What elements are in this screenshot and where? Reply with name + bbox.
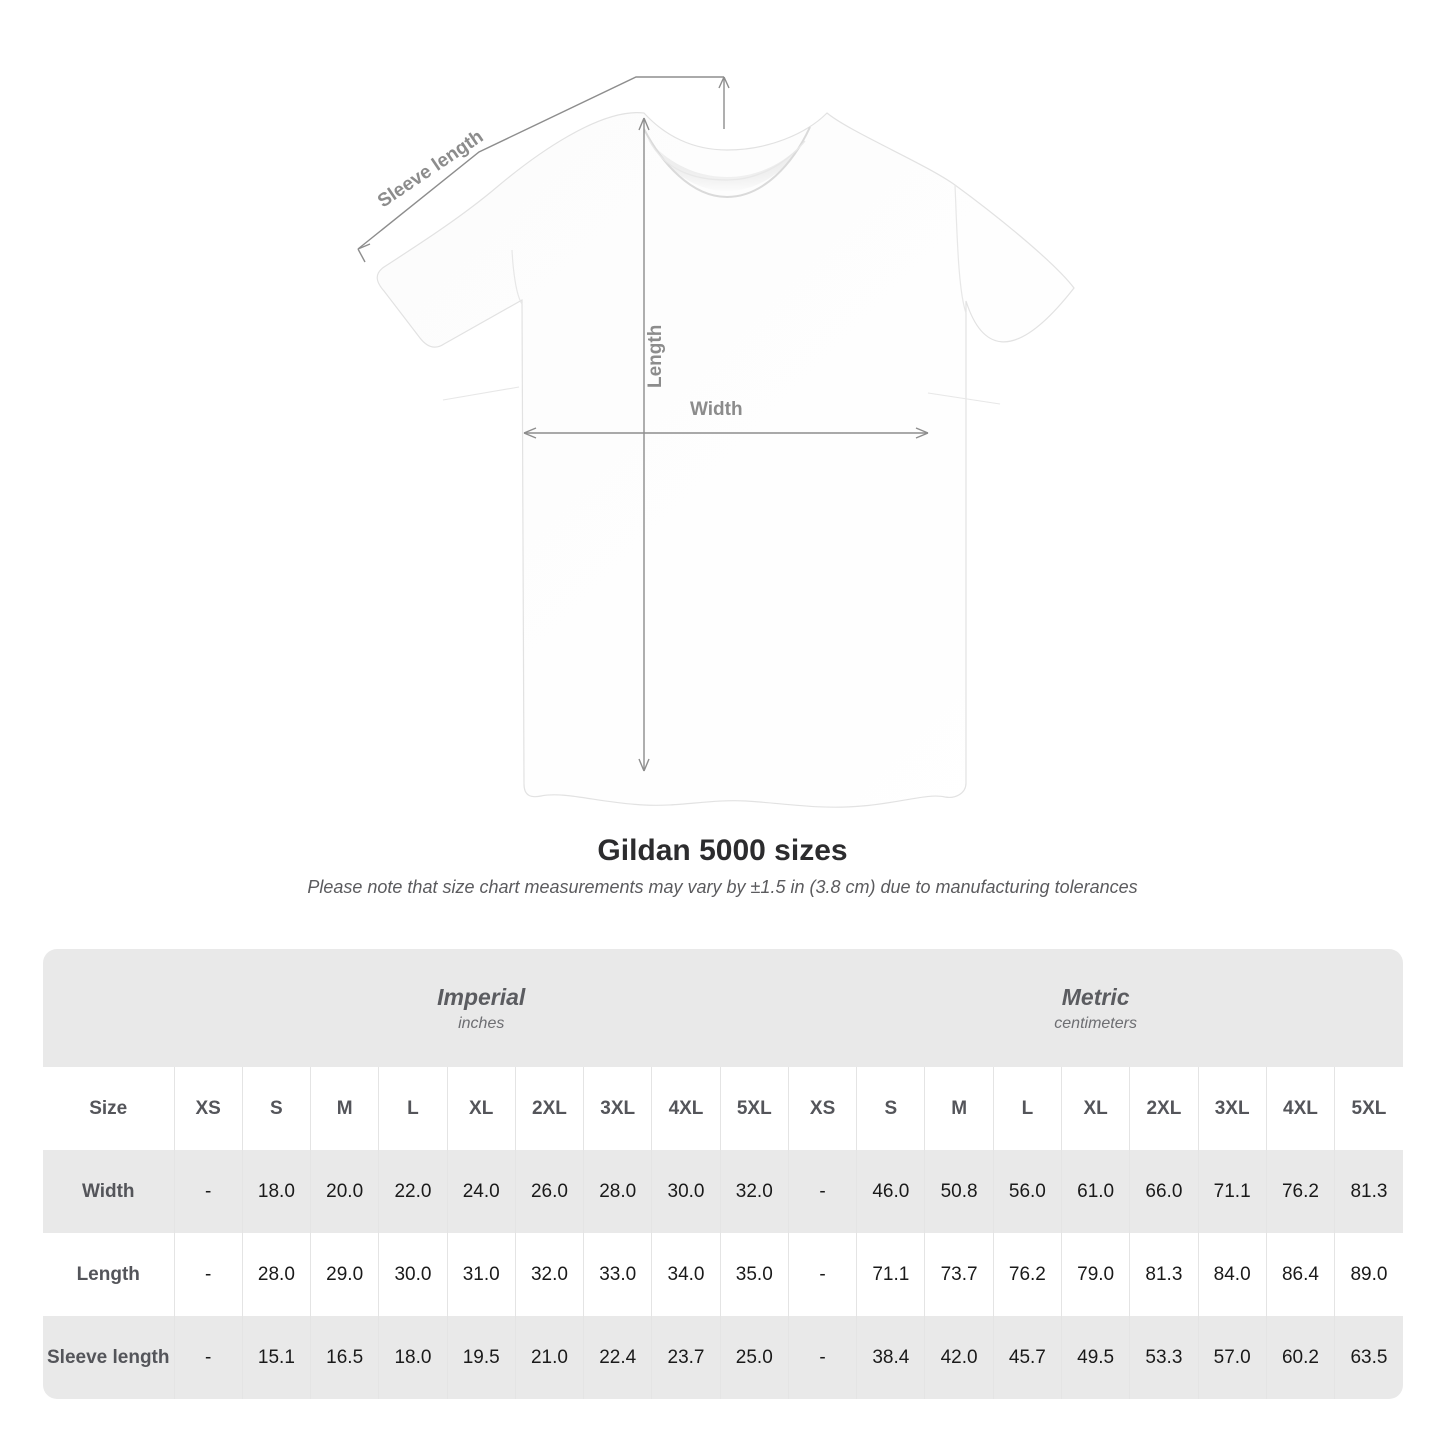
svg-text:Sleeve length: Sleeve length [374, 126, 487, 212]
svg-text:Length: Length [645, 325, 666, 388]
svg-text:Width: Width [690, 399, 743, 420]
